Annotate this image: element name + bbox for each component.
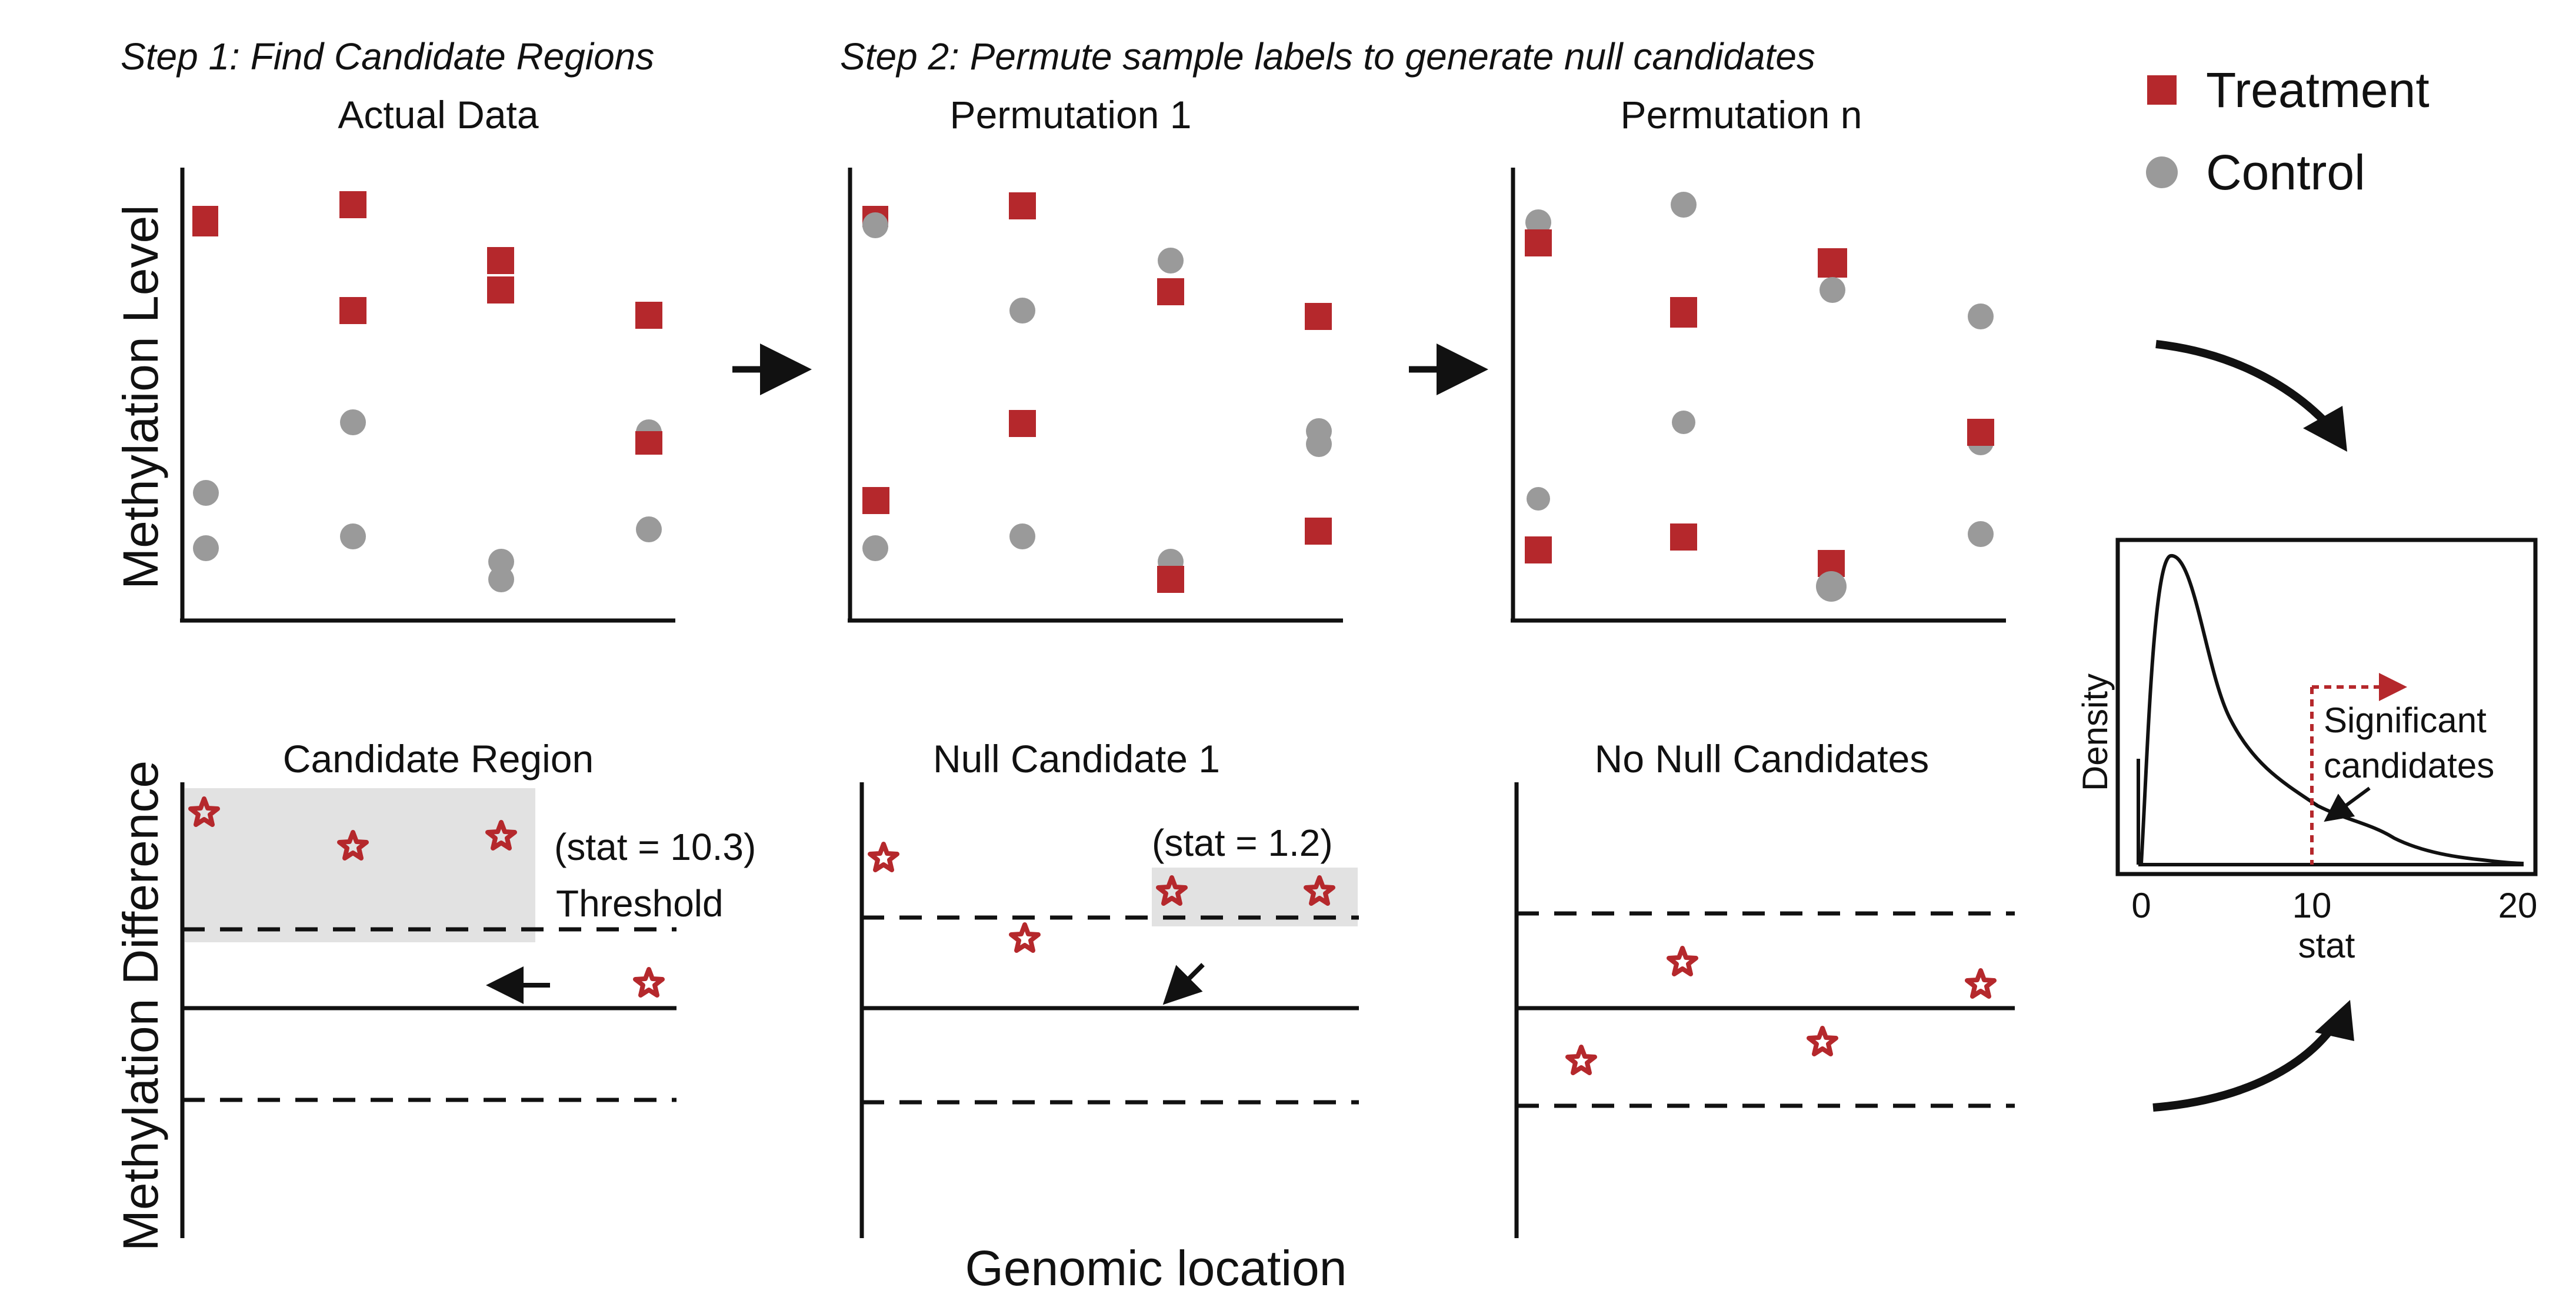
- control-point: [1968, 304, 1994, 329]
- panel-candidate-region: (stat = 10.3) Threshold: [180, 782, 756, 1238]
- panel-title-actual-data: Actual Data: [338, 93, 538, 136]
- panel-title-null-candidate-1: Null Candidate 1: [933, 737, 1220, 781]
- control-point: [193, 535, 219, 561]
- axes-permutation-1: [848, 168, 1343, 623]
- ylabel-methylation-level: Methylation Level: [113, 205, 168, 589]
- treatment-point: [862, 487, 889, 514]
- density-tick-0: 0: [2131, 886, 2151, 925]
- difference-star: [1965, 968, 1997, 999]
- control-point: [193, 480, 219, 506]
- significant-label-1: Significant: [2324, 701, 2487, 740]
- panel-title-candidate-region: Candidate Region: [283, 737, 594, 781]
- difference-star: [188, 796, 220, 827]
- density-tick-10: 10: [2292, 886, 2332, 925]
- control-point: [340, 409, 366, 435]
- density-xlabel: stat: [2298, 926, 2355, 965]
- candidate-highlight: [185, 788, 535, 942]
- difference-star: [633, 967, 665, 998]
- treatment-point: [339, 297, 366, 324]
- panel-title-no-null-candidates: No Null Candidates: [1595, 737, 1929, 781]
- treatment-point: [1670, 297, 1697, 328]
- control-point: [1968, 521, 1994, 547]
- axes-permutation-n: [1511, 168, 2006, 623]
- legend-treatment-label: Treatment: [2206, 62, 2430, 118]
- control-point: [862, 212, 888, 238]
- treatment-point: [1009, 410, 1036, 437]
- xlabel-genomic-location: Genomic location: [965, 1240, 1347, 1296]
- control-point: [1009, 523, 1035, 549]
- difference-star: [485, 820, 517, 851]
- difference-star: [1009, 922, 1041, 953]
- difference-star: [1807, 1026, 1838, 1056]
- control-point: [1158, 248, 1184, 274]
- difference-star: [1565, 1045, 1597, 1075]
- treatment-point: [487, 247, 514, 274]
- treatment-point: [339, 191, 366, 218]
- treatment-point: [1157, 278, 1184, 305]
- threshold-label: Threshold: [556, 882, 724, 925]
- difference-star: [1304, 875, 1335, 906]
- control-point: [1306, 431, 1332, 457]
- treatment-point: [192, 206, 218, 236]
- control-point: [636, 516, 662, 542]
- treatment-point: [487, 276, 514, 304]
- null-arrow: [1162, 963, 1205, 1005]
- control-point: [1009, 298, 1035, 324]
- curved-arrow-bottom-head: [2315, 1000, 2354, 1041]
- control-point: [340, 523, 366, 549]
- treatment-point: [635, 431, 662, 455]
- difference-star: [337, 830, 369, 861]
- control-point: [862, 535, 888, 561]
- stat-null-label: (stat = 1.2): [1152, 822, 1333, 864]
- legend-treatment-swatch: [2147, 75, 2177, 105]
- control-point: [1671, 192, 1697, 218]
- difference-star: [1667, 946, 1698, 976]
- legend: Treatment Control: [2146, 62, 2430, 200]
- points-actual-data: [192, 191, 662, 592]
- density-tick-20: 20: [2498, 886, 2538, 925]
- panel-title-permutation-n: Permutation n: [1621, 93, 1862, 136]
- treatment-point: [1818, 248, 1847, 278]
- step1-heading: Step 1: Find Candidate Regions: [121, 35, 654, 78]
- control-point: [1672, 411, 1695, 434]
- treatment-point: [1305, 303, 1332, 330]
- treatment-point: [635, 302, 662, 329]
- axes-actual-data: [180, 168, 675, 623]
- treatment-point: [1670, 523, 1697, 551]
- points-permutation-1: [862, 192, 1332, 593]
- treatment-point: [1305, 518, 1332, 545]
- points-permutation-n: [1525, 192, 1994, 602]
- density-curve: [2140, 554, 2524, 865]
- difference-star: [868, 842, 899, 872]
- step2-heading: Step 2: Permute sample labels to generat…: [840, 35, 1815, 78]
- treatment-point: [1525, 536, 1552, 563]
- density-plot: Significant candidates Density 0 10 20 s…: [2075, 538, 2538, 965]
- ylabel-methylation-difference: Methylation Difference: [113, 761, 168, 1251]
- treatment-point: [1525, 229, 1552, 256]
- treatment-point: [1157, 566, 1184, 593]
- treatment-point: [1967, 419, 1994, 446]
- control-point: [1819, 277, 1845, 303]
- control-point: [1527, 487, 1550, 511]
- control-point: [488, 566, 514, 592]
- stat-candidate-label: (stat = 10.3): [554, 826, 756, 868]
- legend-control-swatch: [2146, 156, 2178, 188]
- control-point: [1816, 571, 1847, 602]
- curved-arrow-top: [2155, 340, 2333, 429]
- legend-control-label: Control: [2206, 145, 2365, 200]
- treatment-point: [1009, 192, 1036, 219]
- control-point: [1525, 209, 1551, 235]
- significant-label-2: candidates: [2324, 746, 2494, 785]
- curved-arrow-bottom: [2152, 1022, 2338, 1112]
- significant-pointer: [2324, 786, 2371, 822]
- panel-null-candidate-1: (stat = 1.2): [859, 782, 1359, 1238]
- panel-title-permutation-1: Permutation 1: [950, 93, 1192, 136]
- density-ylabel: Density: [2075, 673, 2115, 791]
- difference-star: [1156, 875, 1188, 906]
- panel-no-null-candidates: [1514, 782, 2015, 1238]
- curved-arrow-top-head: [2303, 406, 2347, 452]
